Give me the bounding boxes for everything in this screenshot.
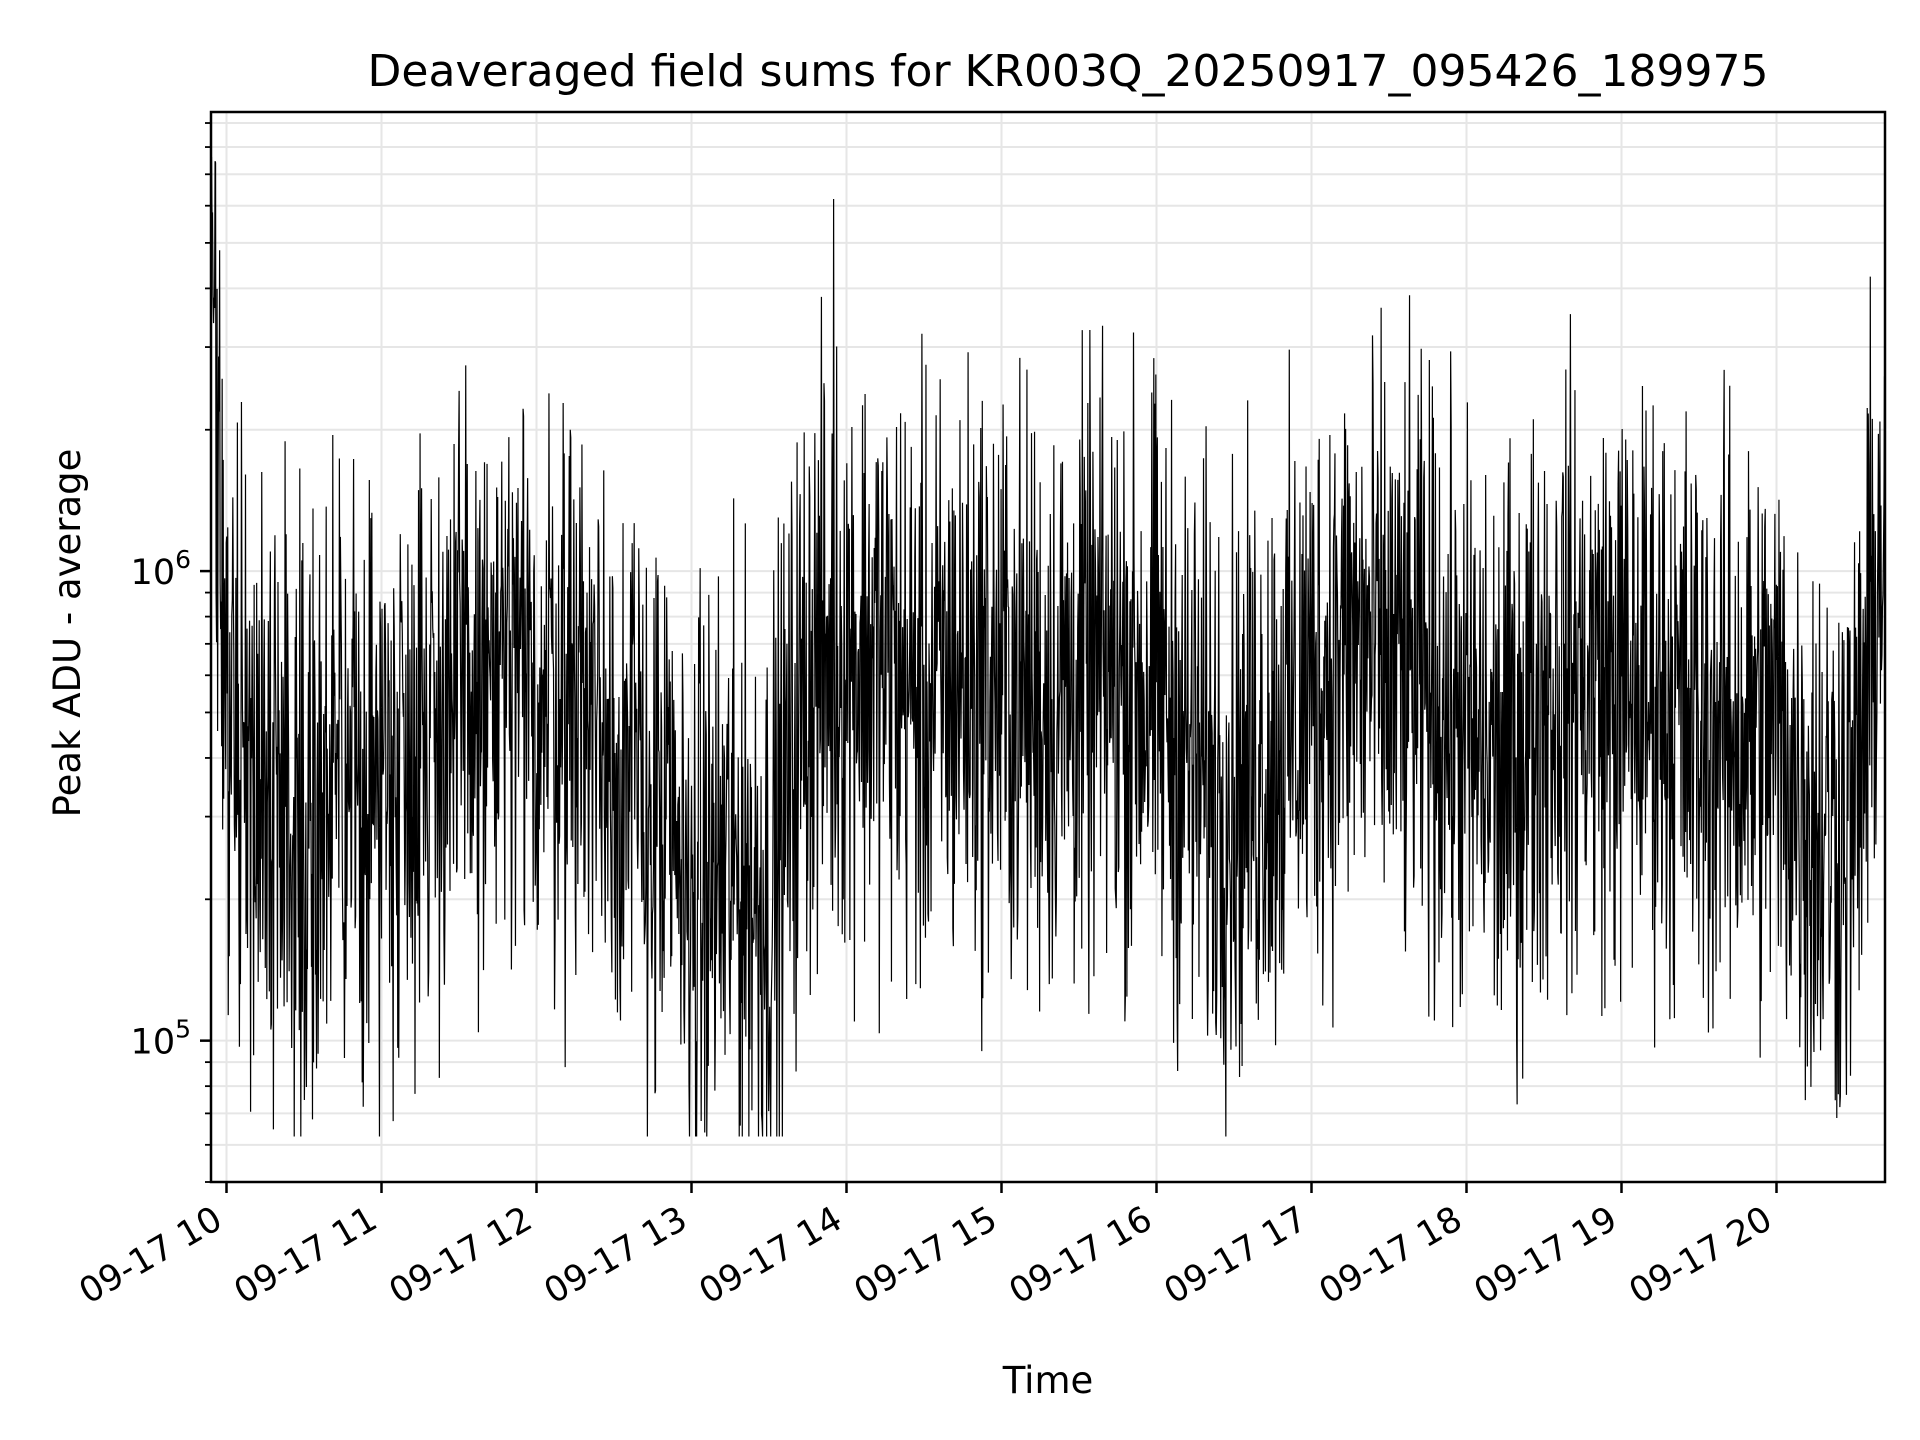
chart-title: Deaveraged field sums for KR003Q_2025091… — [368, 46, 1769, 97]
y-tick-label-base: 10 — [131, 553, 176, 593]
y-tick-label-exponent: 6 — [175, 545, 191, 574]
y-tick-label: 106 — [131, 545, 191, 593]
y-axis-label: Peak ADU - average — [46, 449, 89, 818]
plot-frame — [209, 110, 1887, 1184]
y-tick-label-exponent: 5 — [175, 1015, 191, 1044]
y-tick-label-base: 10 — [131, 1023, 176, 1063]
data-line-layer — [210, 156, 1886, 1137]
x-axis-label: Time — [1002, 1359, 1094, 1402]
data-line — [210, 156, 1886, 1137]
y-tick-label: 105 — [131, 1015, 191, 1063]
